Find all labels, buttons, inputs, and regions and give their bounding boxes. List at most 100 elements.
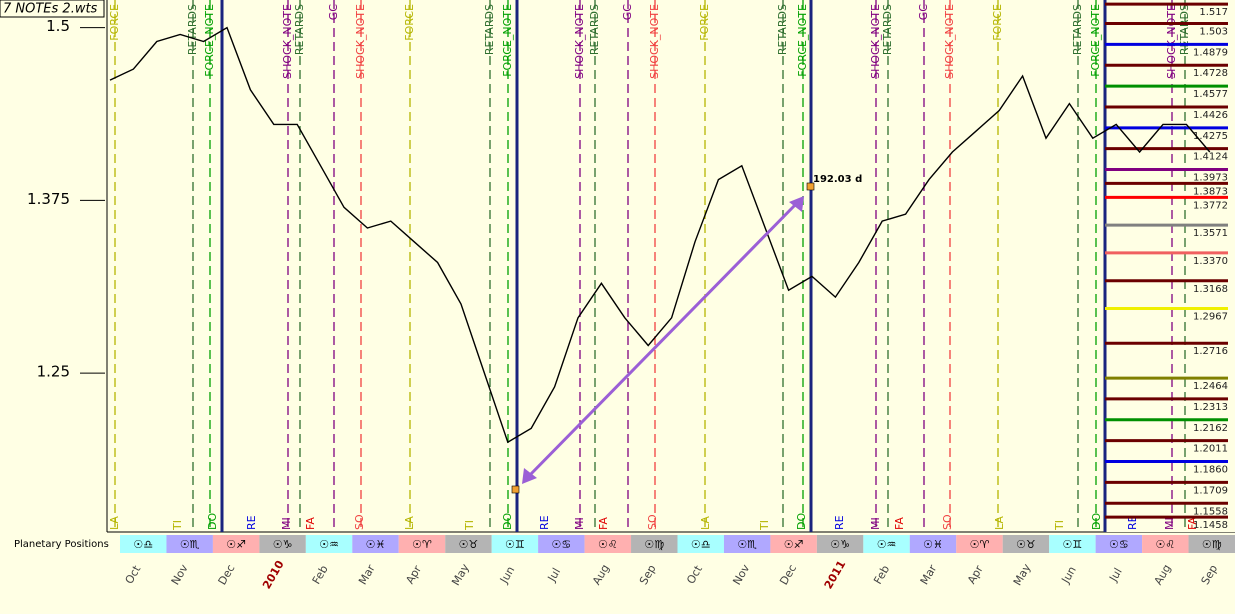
event-bottom-label: FA bbox=[304, 517, 317, 530]
level-label: 1.503 bbox=[1199, 26, 1228, 37]
y-tick-label: 1.375 bbox=[27, 190, 70, 208]
level-label: 1.517 bbox=[1199, 7, 1228, 18]
event-bottom-label: FA bbox=[1186, 517, 1199, 530]
event-label: GC bbox=[621, 4, 634, 21]
level-label: 1.2162 bbox=[1193, 423, 1228, 434]
event-bottom-label: SO bbox=[941, 514, 954, 530]
event-bottom-label: MI bbox=[1163, 517, 1176, 530]
planet-label: ☉♎ bbox=[691, 538, 711, 551]
level-label: 1.3973 bbox=[1193, 173, 1228, 184]
event-bottom-label: FA bbox=[893, 517, 906, 530]
level-label: 1.4577 bbox=[1193, 89, 1228, 100]
level-label: 1.3571 bbox=[1193, 228, 1228, 239]
planet-cell bbox=[305, 535, 353, 553]
planet-label: ☉♊ bbox=[1063, 538, 1083, 551]
planet-label: ☉♑ bbox=[273, 538, 293, 551]
level-label: 1.2313 bbox=[1193, 402, 1228, 413]
marker bbox=[511, 485, 520, 494]
planet-cell bbox=[445, 535, 492, 553]
planet-label: ☉♍ bbox=[644, 538, 664, 551]
annotation: 192.03 d bbox=[813, 174, 862, 185]
planetary-title: Planetary Positions bbox=[14, 539, 109, 550]
arrow-head bbox=[789, 196, 804, 212]
planet-label: ☉♌ bbox=[598, 538, 618, 551]
event-bottom-label: DO bbox=[795, 513, 808, 530]
event-bottom-label: RE bbox=[833, 515, 846, 530]
planet-cell bbox=[491, 535, 539, 553]
event-label: RETARDS bbox=[1178, 4, 1191, 55]
price-line bbox=[109, 26, 1211, 444]
planet-label: ☉♐ bbox=[784, 538, 804, 551]
planet-label: ☉♍ bbox=[1202, 538, 1222, 551]
event-bottom-label: SO bbox=[353, 514, 366, 530]
event-bottom-label: DO bbox=[206, 513, 219, 530]
event-bottom-label: DO bbox=[1090, 513, 1103, 530]
level-label: 1.3772 bbox=[1193, 200, 1228, 211]
planet-label: ☉♌ bbox=[1155, 538, 1175, 551]
level-label: 1.2464 bbox=[1193, 381, 1228, 392]
planet-label: ☉♑ bbox=[830, 538, 850, 551]
planet-label: ☉♋ bbox=[1109, 538, 1129, 551]
planet-cell bbox=[538, 535, 585, 553]
planet-cell bbox=[770, 535, 817, 553]
level-label: 1.528 bbox=[1199, 0, 1228, 3]
level-label: 1.4728 bbox=[1193, 68, 1228, 79]
level-label: 1.2011 bbox=[1193, 444, 1228, 455]
event-label: FORCE_NOTE bbox=[501, 4, 514, 77]
planet-cell bbox=[723, 535, 771, 553]
planet-cell bbox=[816, 535, 864, 553]
planet-label: ☉♒ bbox=[877, 538, 897, 551]
event-bottom-label: RE bbox=[245, 515, 258, 530]
event-bottom-label: LA bbox=[108, 516, 121, 530]
event-bottom-label: MI bbox=[869, 517, 882, 530]
planet-label: ☉♓ bbox=[366, 538, 386, 551]
y-tick-label: 1.5 bbox=[46, 17, 70, 35]
event-bottom-label: TI bbox=[1053, 520, 1066, 531]
planet-cell bbox=[398, 535, 446, 553]
planet-label: ☉♐ bbox=[226, 538, 246, 551]
planet-label: ☉♏ bbox=[737, 538, 757, 551]
event-bottom-label: FA bbox=[597, 517, 610, 530]
event-label: GC bbox=[917, 4, 930, 21]
event-bottom-label: DO bbox=[501, 513, 514, 530]
planet-cell bbox=[212, 535, 260, 553]
level-label: 1.1558 bbox=[1193, 506, 1228, 517]
planet-label: ☉♏ bbox=[180, 538, 200, 551]
event-bottom-label: MI bbox=[573, 517, 586, 530]
planet-cell bbox=[259, 535, 306, 553]
event-label: SHOCK_NOTE bbox=[354, 4, 367, 79]
x-tick-label: Jul bbox=[545, 566, 563, 585]
marker bbox=[806, 182, 815, 191]
level-label: 1.3168 bbox=[1193, 284, 1228, 295]
planet-cell bbox=[120, 535, 167, 553]
event-bottom-label: SO bbox=[646, 514, 659, 530]
planet-cell bbox=[677, 535, 724, 553]
planet-cell bbox=[909, 535, 957, 553]
level-label: 1.4426 bbox=[1193, 110, 1228, 121]
level-label: 1.1709 bbox=[1193, 485, 1228, 496]
event-label: FORCE bbox=[698, 4, 711, 41]
window-title: 7 NOTEs 2.wts bbox=[3, 2, 98, 17]
event-bottom-label: TI bbox=[171, 520, 184, 531]
planet-label: ☉♋ bbox=[551, 538, 571, 551]
planet-label: ☉♉ bbox=[1016, 538, 1036, 551]
event-label: GC bbox=[327, 4, 340, 21]
arrow bbox=[525, 200, 800, 480]
levels-area bbox=[1105, 0, 1235, 532]
event-label: SHOCK_NOTE bbox=[869, 4, 882, 79]
planet-label: ☉♒ bbox=[319, 538, 339, 551]
level-label: 1.1458 bbox=[1193, 520, 1228, 531]
event-label: RETARDS bbox=[483, 4, 496, 55]
planet-cell bbox=[631, 535, 678, 553]
level-label: 1.2716 bbox=[1193, 346, 1228, 357]
event-bottom-label: RE bbox=[1126, 515, 1139, 530]
event-label: RETARDS bbox=[881, 4, 894, 55]
event-label: SHOCK_NOTE bbox=[1165, 4, 1178, 79]
event-label: RETARDS bbox=[588, 4, 601, 55]
planet-label: ☉♊ bbox=[505, 538, 525, 551]
event-label: FORCE bbox=[108, 4, 121, 41]
planet-cell bbox=[956, 535, 1003, 553]
planet-cell bbox=[1188, 535, 1235, 553]
